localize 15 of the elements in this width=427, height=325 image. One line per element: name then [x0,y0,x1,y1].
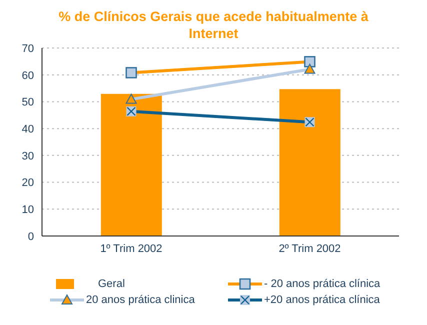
y-tick-label: 20 [22,177,34,190]
y-tick-label: 30 [22,150,34,162]
legend-label: - 20 anos prática clínica [264,278,380,290]
x-tick-label: 2º Trim 2002 [278,242,341,255]
y-tick-label: 60 [22,70,34,82]
legend-label: +20 anos prática clínica [264,294,380,306]
legend-label: 20 anos prática clinica [86,294,195,306]
x-tick-label: 1º Trim 2002 [100,242,162,255]
y-tick-label: 70 [22,42,34,55]
y-tick-label: 0 [28,230,34,243]
y-tick-label: 10 [22,204,34,216]
y-tick-label: 50 [22,96,34,109]
legend-label: Geral [98,278,125,290]
chart-title: % de Clínicos Gerais que acede habitualmente à Internet [58,8,370,42]
y-tick-label: 40 [22,123,34,136]
